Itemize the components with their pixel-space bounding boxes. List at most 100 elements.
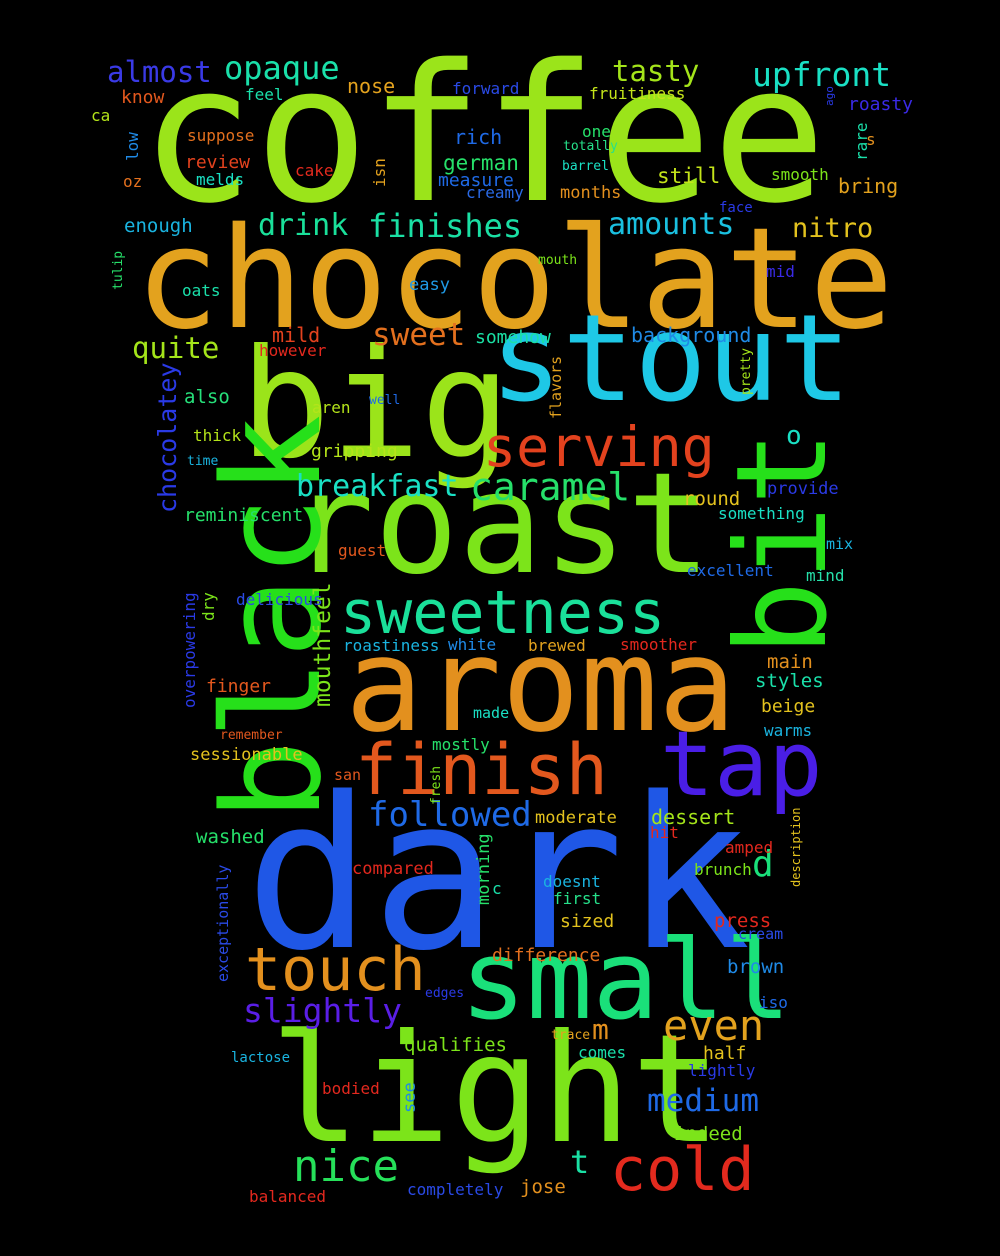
word-nice: nice <box>293 1141 399 1192</box>
word-isn: isn <box>370 158 389 187</box>
word-qualifies: qualifies <box>404 1034 507 1056</box>
word-compared: compared <box>352 859 434 879</box>
word-stout: stout <box>490 290 852 429</box>
word-caramel: caramel <box>470 465 631 509</box>
word-mix: mix <box>826 535 854 553</box>
word-slightly: slightly <box>243 991 402 1030</box>
word-bring: bring <box>838 174 899 198</box>
word-half: half <box>703 1043 747 1064</box>
word-t: t <box>570 1143 590 1181</box>
word-white: white <box>448 635 497 654</box>
word-made: made <box>473 704 510 722</box>
word-small: small <box>460 916 792 1044</box>
word-totally: totally <box>563 139 618 154</box>
word-smoother: smoother <box>620 635 698 654</box>
word-mouth: mouth <box>538 253 578 268</box>
word-finishes: finishes <box>368 207 523 245</box>
word-gripping: gripping <box>311 441 398 462</box>
word-amounts: amounts <box>608 207 735 242</box>
word-roast: roast <box>290 443 712 606</box>
word-drink: drink <box>258 208 349 243</box>
word-suppose: suppose <box>187 126 255 145</box>
word-finish: finish <box>355 729 608 811</box>
word-even: even <box>663 1001 765 1050</box>
word-mid: mid <box>766 262 795 281</box>
word-medium: medium <box>647 1083 759 1119</box>
word-san: san <box>334 766 362 784</box>
word-nose: nose <box>347 74 396 98</box>
word-delicious: delicious <box>236 590 323 609</box>
word-hit: hit <box>650 823 679 842</box>
word-background: background <box>631 323 752 347</box>
word-cold: cold <box>610 1135 755 1205</box>
word-tulip: tulip <box>111 250 126 290</box>
word-dessert: dessert <box>651 805 736 829</box>
word-opaque: opaque <box>224 49 340 87</box>
word-lightly: lightly <box>688 1061 756 1080</box>
word-sweetness: sweetness <box>340 578 666 648</box>
word-touch: touch <box>245 935 426 1005</box>
word-almost: almost <box>107 55 212 89</box>
word-coffee: coffee <box>140 24 827 245</box>
word-face: face <box>719 200 753 216</box>
word-smooth: smooth <box>771 165 829 184</box>
word-provide: provide <box>767 479 839 499</box>
word-sessionable: sessionable <box>190 745 303 765</box>
word-review: review <box>185 152 251 173</box>
word-ago: ago <box>823 86 836 106</box>
word-jose: jose <box>520 1176 566 1198</box>
word-completely: completely <box>407 1180 504 1199</box>
word-difference: difference <box>492 945 601 966</box>
word-mostly: mostly <box>432 735 490 754</box>
word-excellent: excellent <box>687 561 774 580</box>
word-mind: mind <box>806 566 845 585</box>
word-breakfast: breakfast <box>296 469 459 504</box>
word-somehow: somehow <box>475 327 551 348</box>
word-first: first <box>553 889 602 908</box>
word-pretty: pretty <box>739 348 754 395</box>
word-indeed: indeed <box>674 1123 743 1145</box>
word-easy: easy <box>409 275 450 295</box>
word-cake: cake <box>295 161 334 180</box>
word-flavors: flavors <box>547 355 565 419</box>
word-dark: dark <box>245 752 751 997</box>
word-c: c <box>492 879 502 898</box>
word-oats: oats <box>182 281 221 300</box>
word-tasty: tasty <box>612 54 700 88</box>
word-forward: forward <box>452 79 520 98</box>
word-measure: measure <box>438 170 514 191</box>
word-upfront: upfront <box>752 55 892 94</box>
word-o: o <box>786 421 802 451</box>
word-fresh: fresh <box>429 765 444 805</box>
word-fruitiness: fruitiness <box>589 84 686 103</box>
word-one: one <box>582 122 611 141</box>
word-round: round <box>683 488 741 510</box>
word-trace: trace <box>551 1028 591 1043</box>
word-brunch: brunch <box>694 860 752 879</box>
word-rich: rich <box>454 125 503 149</box>
word-chocolate: chocolate <box>135 198 894 361</box>
word-remember: remember <box>220 728 283 743</box>
word-german: german <box>443 151 519 175</box>
word-brewed: brewed <box>528 636 586 655</box>
word-lactose: lactose <box>231 1050 291 1066</box>
word-overpowering: overpowering <box>180 592 199 708</box>
word-tap: tap <box>660 712 823 817</box>
word-main: main <box>767 651 813 673</box>
word-comes: comes <box>578 1043 627 1062</box>
word-exceptionally: exceptionally <box>214 864 232 982</box>
word-something: something <box>718 504 805 523</box>
word-s: s <box>866 130 876 149</box>
word-ca: ca <box>91 106 111 125</box>
word-however: however <box>259 341 327 360</box>
word-serving: serving <box>483 415 715 479</box>
word-warms: warms <box>764 721 813 740</box>
word-brown: brown <box>727 956 785 978</box>
word-followed: followed <box>368 795 532 835</box>
word-sweet: sweet <box>372 317 466 353</box>
word-iso: iso <box>759 993 788 1012</box>
word-time: time <box>187 454 219 469</box>
word-know: know <box>121 87 165 108</box>
word-morning: morning <box>474 833 494 905</box>
